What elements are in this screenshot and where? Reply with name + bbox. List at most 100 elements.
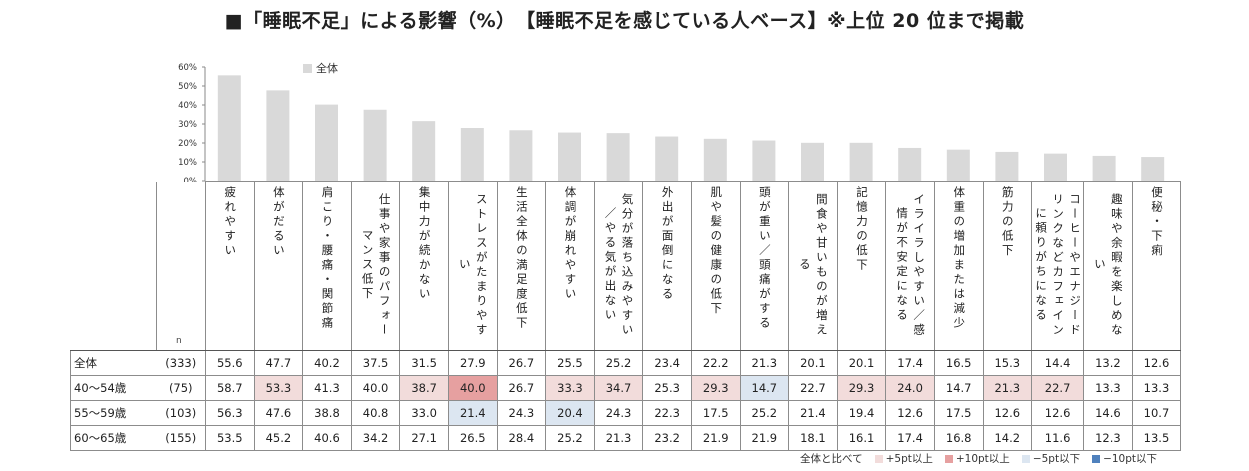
legend-swatch <box>944 454 953 463</box>
row-label: 全体 <box>70 350 157 376</box>
column-header-label: 生活全体の満足度低下 <box>514 186 529 331</box>
table-cell: 20.1 <box>788 350 838 376</box>
bar <box>217 75 241 181</box>
table-cell: 11.6 <box>1031 425 1085 451</box>
table-cell: 22.3 <box>642 400 692 426</box>
column-header: 記憶力の低下 <box>836 181 887 351</box>
table-cell: 33.3 <box>545 375 595 401</box>
column-header: 肩こり・腰痛・関節痛 <box>302 181 352 351</box>
table-cell: 25.2 <box>593 350 644 376</box>
table-cell: 26.7 <box>496 350 547 376</box>
column-header: 外出が面倒になる <box>642 181 692 351</box>
legend-label: −10pt以下 <box>1103 453 1158 465</box>
bar <box>606 133 630 181</box>
table-cell: 38.8 <box>302 400 352 426</box>
column-header: 仕事や家事のパフォーマンス低下 <box>350 181 401 351</box>
table-cell: 27.9 <box>447 350 498 376</box>
column-header-label: ストレスがたまりやすい <box>457 192 489 338</box>
header-blank <box>70 181 157 351</box>
table-cell: 26.7 <box>496 375 547 401</box>
table-cell: 38.7 <box>399 375 449 401</box>
chart-title: ■「睡眠不足」による影響（%） 【睡眠不足を感じている人ベース】※上位 20 位… <box>224 10 1025 32</box>
column-header-label: 外出が面倒になる <box>660 186 675 302</box>
table-cell: 56.3 <box>205 400 255 426</box>
chart-legend: 全体 <box>303 61 338 75</box>
table-cell: 12.6 <box>885 400 935 426</box>
table-cell: 16.8 <box>933 425 984 451</box>
bar <box>655 136 679 181</box>
bar <box>315 104 338 181</box>
table-cell: 20.1 <box>836 350 887 376</box>
table-cell: 12.6 <box>1131 350 1182 376</box>
table-cell: 31.5 <box>399 350 449 376</box>
bar <box>266 90 290 181</box>
table-cell: 40.8 <box>350 400 401 426</box>
table-cell: 53.5 <box>205 425 255 451</box>
table-cell: 23.2 <box>642 425 692 451</box>
bar <box>509 130 533 181</box>
row-n: (333) <box>156 350 206 376</box>
y-tick-label: 10% <box>178 158 197 168</box>
column-header: 体がだるい <box>253 181 304 351</box>
legend-label: −5pt以下 <box>1032 453 1081 465</box>
table-cell: 19.4 <box>836 400 887 426</box>
legend-label: +5pt以上 <box>885 453 933 465</box>
header-blank <box>156 181 206 351</box>
legend-label: +10pt以上 <box>955 453 1010 465</box>
column-header-label: 体重の増加または減少 <box>952 186 967 331</box>
table-cell: 23.4 <box>642 350 692 376</box>
row-n: (75) <box>156 375 206 401</box>
table-cell: 33.0 <box>399 400 449 426</box>
y-tick-label: 30% <box>178 120 197 130</box>
legend-item: −10pt以下 <box>1092 451 1157 466</box>
table-cell: 17.5 <box>933 400 984 426</box>
y-tick-label: 50% <box>178 82 197 92</box>
row-n: (103) <box>156 400 206 426</box>
column-header-label: 間食や甘いものが増える <box>797 192 829 338</box>
column-header: 体調が崩れやすい <box>545 181 595 351</box>
legend-item: +5pt以上 <box>874 451 933 466</box>
table-cell: 53.3 <box>253 375 304 401</box>
y-tick-label: 60% <box>178 63 197 73</box>
table-cell: 21.3 <box>593 425 644 451</box>
table-cell: 14.7 <box>933 375 984 401</box>
column-header: 便秘・下痢 <box>1131 181 1182 351</box>
legend-swatch <box>1021 454 1030 463</box>
table-cell: 18.1 <box>788 425 838 451</box>
legend-item: −5pt以下 <box>1021 451 1081 466</box>
table-cell: 16.5 <box>933 350 984 376</box>
data-table: 疲れやすい 体がだるい 肩こり・腰痛・関節痛 仕事や家事のパフォーマンス低下 集中力が続… <box>70 181 1182 451</box>
table-cell: 29.3 <box>690 375 741 401</box>
column-header: 気分が落ち込みやすい／やる気が出ない <box>593 181 644 351</box>
column-header-label: 便秘・下痢 <box>1149 186 1164 259</box>
bar <box>558 132 581 181</box>
table-cell: 24.0 <box>885 375 935 401</box>
bar <box>1141 157 1165 181</box>
column-header-label: イライラしやすい／感情が不安定になる <box>895 192 927 338</box>
table-cell: 16.1 <box>836 425 887 451</box>
table-cell: 45.2 <box>253 425 304 451</box>
column-header-label: 仕事や家事のパフォーマンス低下 <box>360 192 392 338</box>
table-cell: 24.3 <box>496 400 547 426</box>
column-header-label: 筋力の低下 <box>1000 186 1015 259</box>
row-label: 60〜65歳 <box>70 425 157 451</box>
table-cell: 29.3 <box>836 375 887 401</box>
legend-swatch <box>303 64 312 73</box>
table-row: 全体 (333) 55.6 47.7 40.2 37.5 31.5 27.9 26.7 25.5 2… <box>70 350 1182 376</box>
table-cell: 14.4 <box>1031 350 1085 376</box>
table-cell: 37.5 <box>350 350 401 376</box>
table-cell: 27.1 <box>399 425 449 451</box>
table-cell: 22.7 <box>788 375 838 401</box>
table-cell: 21.4 <box>788 400 838 426</box>
bar <box>1044 153 1067 181</box>
row-label: 40〜54歳 <box>70 375 157 401</box>
table-cell: 22.7 <box>1031 375 1085 401</box>
table-cell: 13.5 <box>1131 425 1182 451</box>
column-header: 集中力が続かない <box>399 181 449 351</box>
y-tick-label: 40% <box>178 101 197 111</box>
column-header: イライラしやすい／感情が不安定になる <box>885 181 935 351</box>
column-header: 体重の増加または減少 <box>933 181 984 351</box>
table-cell: 13.3 <box>1131 375 1182 401</box>
table-cell: 17.4 <box>885 425 935 451</box>
table-cell: 20.4 <box>545 400 595 426</box>
